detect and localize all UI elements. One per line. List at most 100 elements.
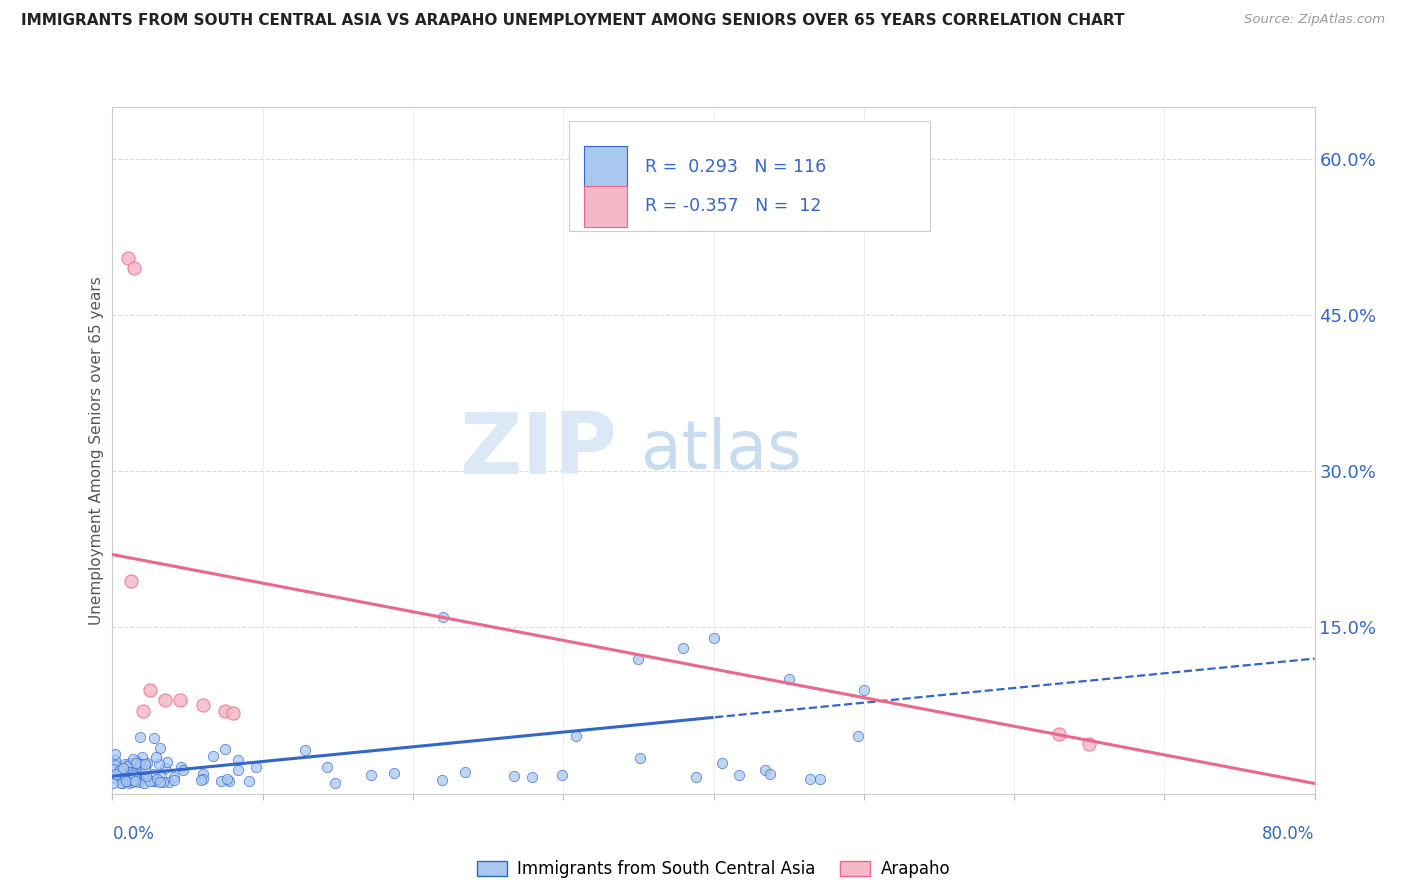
Point: [228, 753, 250, 767]
Point: [502, 769, 524, 783]
Point: [110, 775, 132, 789]
Point: [120, 769, 142, 783]
Point: [191, 767, 214, 781]
Point: [118, 756, 141, 770]
Text: Source: ZipAtlas.com: Source: ZipAtlas.com: [1244, 13, 1385, 27]
Point: [316, 759, 339, 773]
Point: [432, 610, 454, 624]
Point: [163, 770, 186, 784]
Point: [118, 776, 141, 790]
Point: [114, 770, 136, 784]
Text: IMMIGRANTS FROM SOUTH CENTRAL ASIA VS ARAPAHO UNEMPLOYMENT AMONG SENIORS OVER 65: IMMIGRANTS FROM SOUTH CENTRAL ASIA VS AR…: [21, 13, 1125, 29]
Point: [122, 772, 145, 786]
Point: [117, 251, 139, 265]
Legend: Immigrants from South Central Asia, Arapaho: Immigrants from South Central Asia, Arap…: [471, 854, 956, 885]
Point: [149, 741, 172, 756]
Point: [136, 756, 159, 771]
Point: [131, 750, 153, 764]
Point: [143, 774, 166, 789]
Text: 0.0%: 0.0%: [112, 825, 155, 843]
Point: [142, 766, 165, 780]
Point: [134, 762, 156, 776]
Point: [129, 757, 152, 772]
Point: [146, 772, 169, 787]
Point: [148, 756, 170, 771]
Point: [852, 682, 875, 697]
Point: [754, 764, 776, 778]
Point: [672, 641, 695, 656]
Point: [131, 704, 153, 718]
Point: [226, 763, 249, 777]
Point: [214, 741, 236, 756]
Point: [139, 682, 162, 697]
Point: [101, 776, 124, 790]
Point: [134, 776, 156, 790]
Point: [454, 765, 477, 780]
Point: [157, 774, 180, 789]
Point: [114, 756, 136, 771]
Point: [104, 757, 127, 772]
Point: [156, 755, 179, 769]
Point: [122, 773, 145, 788]
Point: [172, 763, 194, 777]
Point: [131, 768, 153, 782]
Point: [169, 693, 191, 707]
Point: [122, 261, 145, 276]
Point: [149, 769, 172, 783]
Point: [103, 747, 125, 761]
Point: [128, 774, 150, 789]
Point: [759, 767, 782, 781]
Point: [110, 769, 132, 783]
Point: [360, 768, 382, 782]
Point: [685, 771, 707, 785]
Point: [191, 772, 214, 787]
Point: [105, 767, 128, 781]
Point: [122, 765, 145, 780]
Point: [121, 752, 143, 766]
Point: [142, 731, 165, 746]
Y-axis label: Unemployment Among Seniors over 65 years: Unemployment Among Seniors over 65 years: [89, 277, 104, 624]
Point: [627, 651, 650, 665]
Point: [170, 760, 193, 774]
Point: [630, 751, 652, 765]
Point: [120, 574, 142, 588]
Point: [215, 772, 238, 787]
Point: [125, 763, 148, 777]
Point: [125, 770, 148, 784]
Point: [190, 773, 212, 788]
Point: [124, 757, 146, 772]
Point: [245, 759, 267, 773]
Point: [129, 731, 152, 745]
Point: [522, 771, 544, 785]
Text: ZIP: ZIP: [460, 409, 617, 492]
Point: [103, 763, 125, 777]
Point: [551, 767, 574, 781]
Point: [1047, 726, 1070, 740]
Point: [108, 763, 131, 777]
Point: [143, 774, 166, 789]
Point: [846, 730, 869, 744]
Point: [139, 774, 162, 789]
Point: [129, 756, 152, 771]
Point: [125, 756, 148, 770]
Point: [799, 772, 821, 786]
Point: [430, 773, 453, 788]
Point: [191, 698, 214, 713]
Text: atlas: atlas: [641, 417, 803, 483]
Point: [238, 774, 260, 789]
Point: [135, 769, 157, 783]
Point: [153, 761, 176, 775]
Point: [211, 774, 233, 789]
Point: [163, 772, 186, 787]
Point: [214, 704, 236, 718]
Point: [124, 769, 146, 783]
Point: [565, 729, 588, 743]
Point: [152, 774, 174, 789]
Point: [104, 754, 127, 768]
Point: [127, 771, 149, 785]
Point: [115, 758, 138, 772]
Point: [202, 749, 225, 764]
Point: [134, 756, 156, 771]
Point: [112, 772, 135, 786]
Point: [728, 768, 751, 782]
